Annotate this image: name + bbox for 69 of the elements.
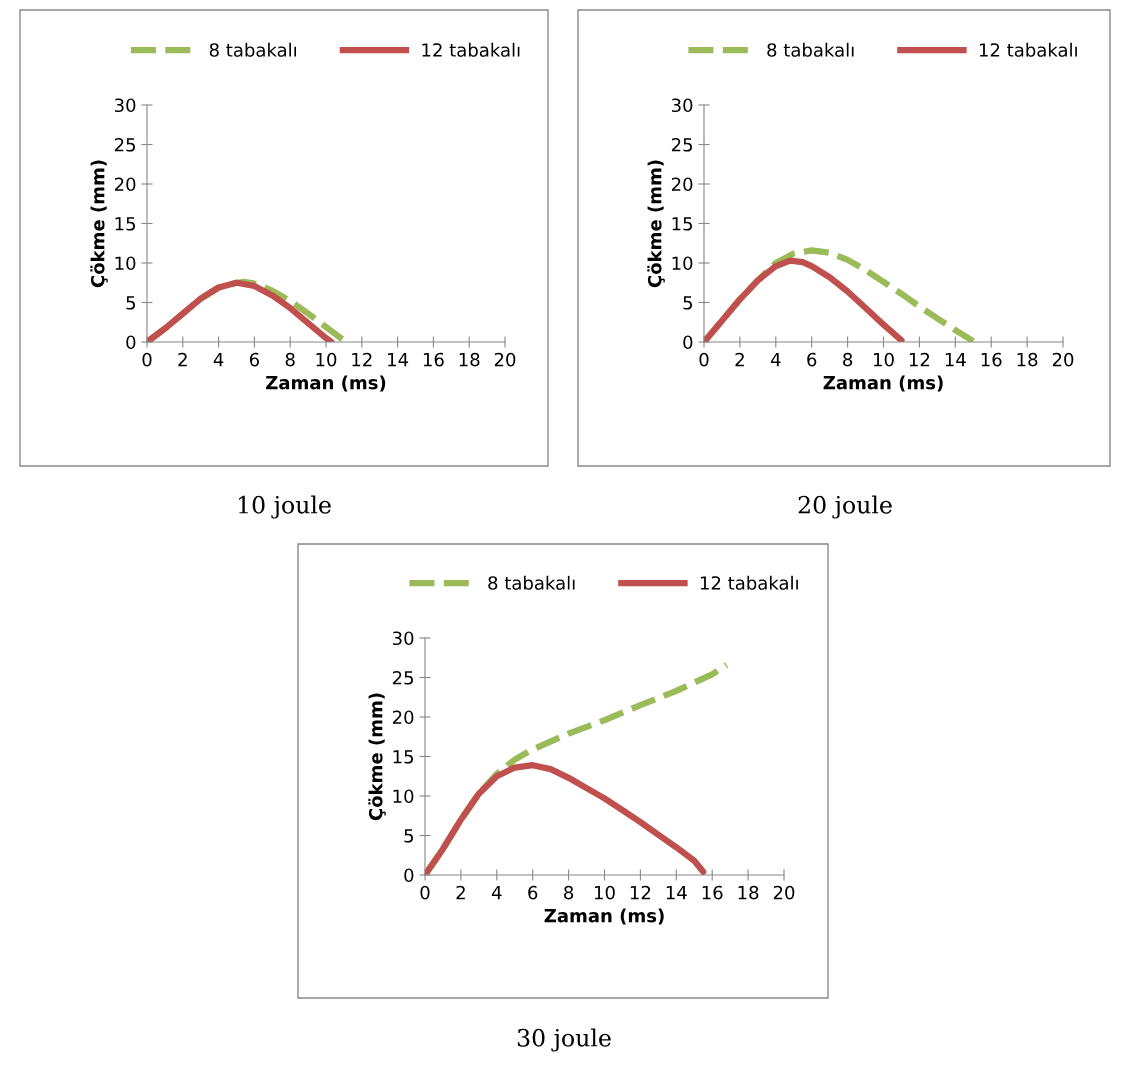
x-axis-title: Zaman (ms)	[544, 908, 664, 925]
x-tick-label: 0	[699, 352, 709, 367]
x-tick-label: 2	[735, 352, 744, 367]
x-tick-label: 16	[981, 352, 1002, 367]
x-tick-label: 12	[352, 352, 372, 367]
legend-label: 12 tabakalı	[979, 42, 1077, 57]
x-tick-label: 8	[564, 885, 574, 900]
x-tick-label: 6	[528, 885, 538, 900]
y-tick-label: 20	[392, 710, 414, 725]
y-tick-label: 20	[671, 177, 693, 192]
x-tick-label: 10	[874, 352, 894, 367]
x-tick-label: 12	[630, 885, 651, 900]
y-tick-label: 5	[404, 829, 414, 843]
y-tick-label: 15	[672, 217, 693, 231]
legend-label: 8 tabakalı	[767, 42, 854, 57]
x-tick-label: 14	[945, 352, 966, 367]
y-tick-label: 0	[126, 335, 136, 350]
x-tick-label: 10	[316, 352, 337, 367]
text: 20 joule	[798, 495, 892, 519]
y-tick-label: 15	[393, 750, 414, 764]
x-tick-label: 6	[249, 352, 260, 367]
x-tick-label: 0	[420, 885, 430, 900]
y-tick-label: 30	[392, 631, 414, 646]
x-tick-label: 16	[702, 885, 723, 900]
y-tick-label: 5	[126, 296, 136, 310]
x-tick-label: 20	[1052, 352, 1074, 367]
x-tick-label: 20	[773, 885, 795, 900]
y-tick-label: 10	[672, 256, 693, 271]
x-tick-label: 0	[142, 352, 152, 367]
x-tick-label: 6	[807, 352, 817, 367]
x-tick-label: 12	[909, 352, 930, 367]
x-tick-label: 4	[491, 885, 502, 900]
legend-label: 8 tabakalı	[488, 575, 575, 590]
text: 10 joule	[238, 495, 331, 519]
y-tick-label: 0	[683, 335, 693, 350]
x-axis-title: Zaman (ms)	[266, 375, 386, 392]
x-tick-label: 16	[423, 352, 444, 367]
x-tick-label: 18	[459, 352, 480, 367]
text: 30 joule	[517, 1028, 611, 1052]
x-tick-label: 2	[456, 885, 465, 900]
x-tick-label: 18	[738, 885, 759, 900]
legend-label: 12 tabakalı	[700, 575, 798, 590]
y-tick-label: 30	[671, 98, 693, 113]
y-axis-title: Çökme (mm)	[90, 160, 108, 288]
x-tick-label: 8	[843, 352, 853, 367]
x-tick-label: 14	[666, 885, 687, 900]
y-tick-label: 10	[393, 789, 414, 804]
y-tick-label: 15	[115, 217, 136, 231]
y-tick-label: 20	[114, 177, 136, 192]
x-tick-label: 18	[1017, 352, 1038, 367]
x-tick-label: 20	[494, 352, 516, 367]
y-tick-label: 25	[671, 137, 693, 152]
y-tick-label: 10	[115, 256, 136, 271]
y-axis-title: Çökme (mm)	[647, 160, 665, 288]
legend-label: 8 tabakalı	[209, 42, 296, 57]
legend-label: 12 tabakalı	[422, 42, 520, 57]
x-tick-label: 2	[178, 352, 187, 367]
x-tick-label: 4	[770, 352, 781, 367]
y-tick-label: 0	[404, 868, 414, 883]
x-tick-label: 4	[213, 352, 224, 367]
x-axis-title: Zaman (ms)	[823, 375, 943, 392]
y-axis-title: Çökme (mm)	[368, 693, 386, 821]
x-tick-label: 8	[285, 352, 295, 367]
y-tick-label: 25	[114, 137, 136, 152]
y-tick-label: 25	[392, 670, 414, 685]
x-tick-label: 10	[595, 885, 615, 900]
x-tick-label: 14	[388, 352, 409, 367]
y-tick-label: 30	[114, 98, 136, 113]
y-tick-label: 5	[683, 296, 693, 310]
